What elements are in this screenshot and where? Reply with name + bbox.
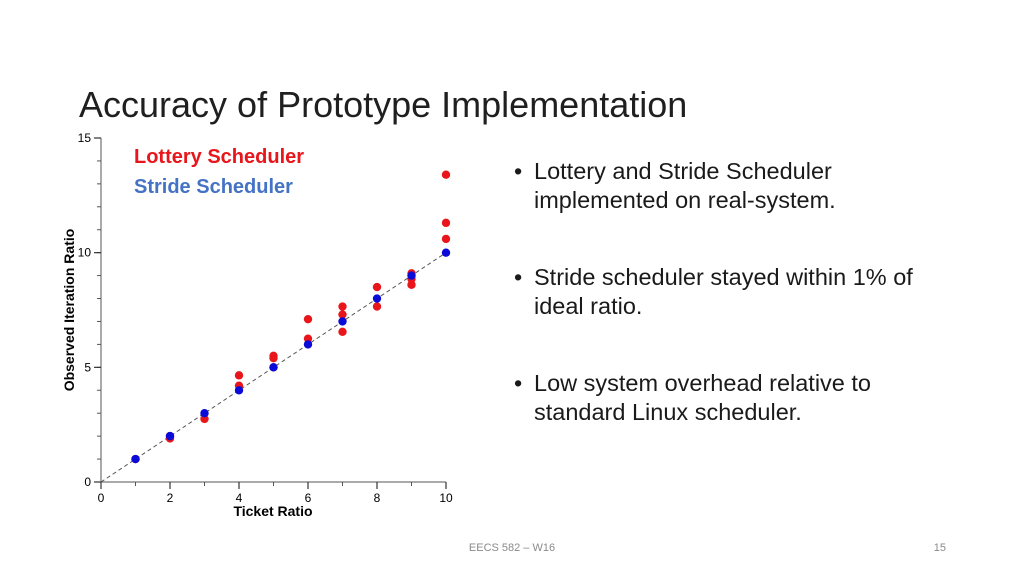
x-tick-label: 6: [305, 491, 312, 505]
footer-course: EECS 582 – W16: [468, 542, 556, 554]
bullet-text: Stride scheduler stayed within 1% of ide…: [534, 264, 913, 319]
bullet-item: • Lottery and Stride Scheduler implement…: [514, 157, 934, 214]
x-tick-label: 4: [236, 491, 243, 505]
scatter-chart: 0 2 4 6 8 10 0 5 10 15 Lottery Scheduler Stride S…: [55, 128, 475, 528]
lottery-point: [338, 327, 347, 336]
bullet-dot: •: [514, 158, 523, 184]
stride-point: [200, 409, 209, 418]
lottery-point: [338, 310, 347, 319]
legend-stride: Stride Scheduler: [134, 176, 293, 198]
y-axis-label: Observed Iteration Ratio: [61, 229, 77, 392]
lottery-point: [441, 170, 451, 179]
x-tick-label: 2: [167, 491, 174, 505]
x-tick-label: 0: [98, 491, 105, 505]
bullet-dot: •: [514, 370, 523, 396]
bullet-item: • Stride scheduler stayed within 1% of i…: [514, 263, 934, 320]
lottery-point: [303, 314, 313, 324]
stride-point: [407, 271, 416, 280]
x-tick-label: 8: [374, 491, 381, 505]
bullet-list: • Lottery and Stride Scheduler implement…: [514, 157, 934, 475]
stride-point: [372, 294, 382, 303]
y-tick-label: 15: [78, 131, 92, 145]
bullet-dot: •: [514, 264, 523, 290]
lottery-point: [372, 282, 382, 292]
bullet-text: Lottery and Stride Scheduler implemented…: [534, 158, 836, 213]
stride-point: [303, 340, 313, 349]
legend-lottery: Lottery Scheduler: [134, 146, 304, 168]
stride-point: [165, 431, 175, 441]
lottery-point: [234, 371, 244, 380]
lottery-point: [441, 234, 451, 244]
lottery-point: [441, 218, 451, 228]
bullet-text: Low system overhead relative to standard…: [534, 370, 871, 425]
lottery-point: [338, 302, 347, 311]
bullet-item: • Low system overhead relative to standa…: [514, 369, 934, 426]
ideal-ratio-line: [100, 252, 447, 483]
stride-point: [441, 248, 451, 257]
lottery-point: [269, 351, 278, 361]
stride-point: [269, 363, 278, 372]
y-tick-label: 10: [78, 246, 92, 260]
y-tick-label: 0: [84, 475, 91, 489]
lottery-point: [372, 302, 382, 311]
stride-point: [131, 454, 140, 464]
slide-title: Accuracy of Prototype Implementation: [79, 84, 688, 126]
scatter-chart-svg: 0 2 4 6 8 10 0 5 10 15 Lottery Scheduler Stride S…: [61, 131, 453, 519]
page-number: 15: [933, 542, 946, 554]
y-tick-label: 5: [84, 360, 91, 374]
x-tick-label: 10: [439, 491, 453, 505]
stride-point: [338, 317, 347, 326]
stride-point: [234, 386, 244, 395]
plot-area: 0 2 4 6 8 10 0 5 10 15: [78, 131, 453, 505]
x-axis-label: Ticket Ratio: [233, 503, 312, 519]
